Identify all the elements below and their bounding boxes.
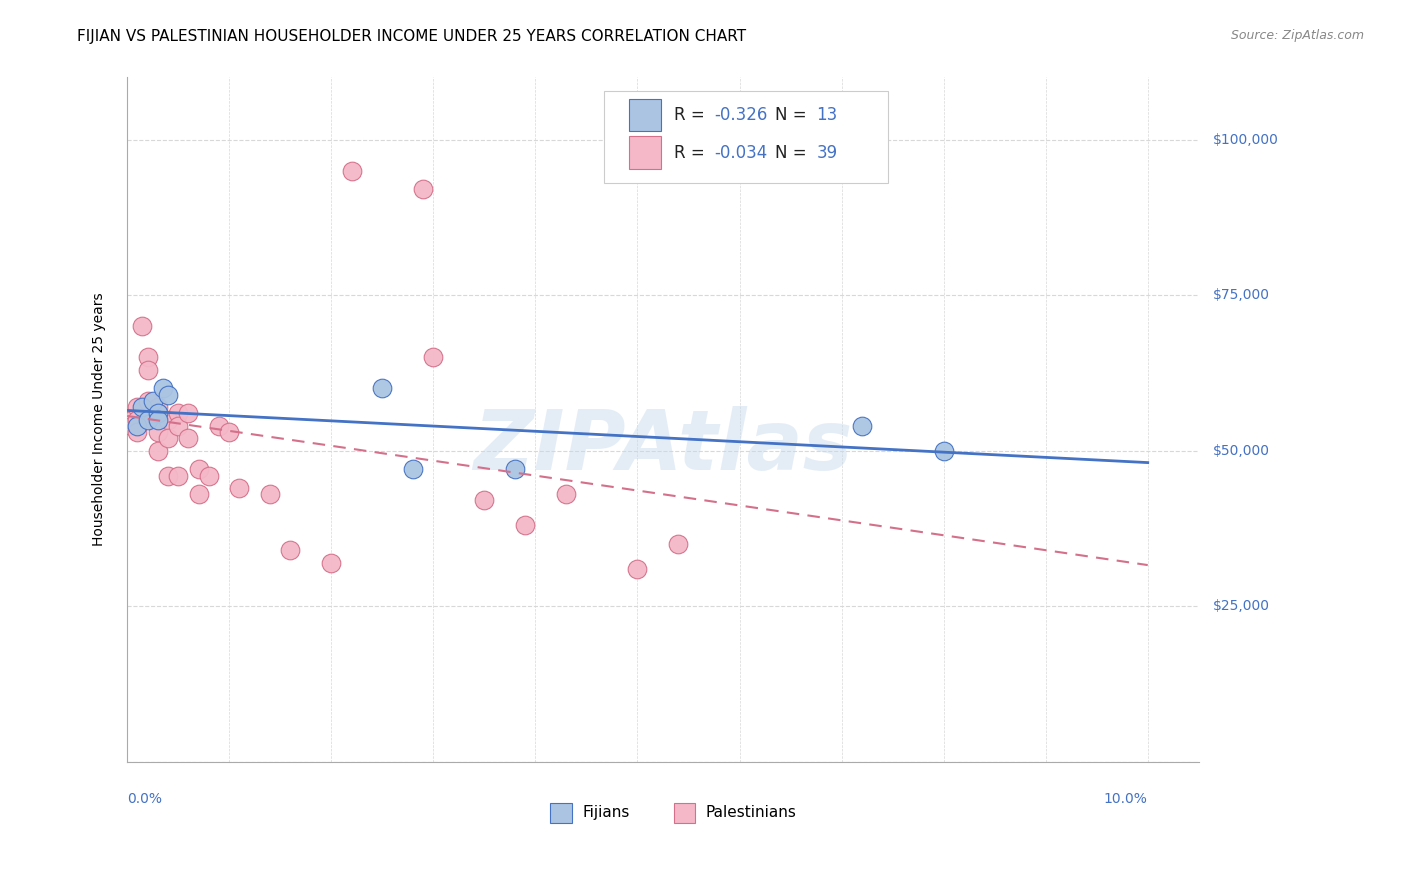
FancyBboxPatch shape [628,99,661,131]
Text: -0.326: -0.326 [714,106,768,124]
Point [851,418,873,433]
Point [218,425,240,439]
Point [146,443,169,458]
Point [167,468,190,483]
Point [152,381,174,395]
Point [146,425,169,439]
Text: R =: R = [673,144,710,161]
Point [503,462,526,476]
FancyBboxPatch shape [628,136,661,169]
FancyBboxPatch shape [673,803,695,823]
Point [156,431,179,445]
Point [321,556,343,570]
Point [136,412,159,426]
Point [626,562,648,576]
Text: $25,000: $25,000 [1212,599,1270,613]
Text: N =: N = [776,144,813,161]
Point [127,425,149,439]
Point [412,182,434,196]
Point [156,412,179,426]
Text: $100,000: $100,000 [1212,133,1278,146]
Point [131,319,153,334]
FancyBboxPatch shape [550,803,572,823]
Text: $75,000: $75,000 [1212,288,1270,302]
Point [555,487,578,501]
Text: 13: 13 [817,106,838,124]
Point [156,468,179,483]
Point [340,163,363,178]
Point [666,537,689,551]
Text: N =: N = [776,106,813,124]
Point [121,412,143,426]
Point [198,468,221,483]
Point [472,493,495,508]
Point [259,487,281,501]
Point [156,387,179,401]
Text: 10.0%: 10.0% [1104,792,1147,806]
Point [146,406,169,420]
Point [136,393,159,408]
Text: -0.034: -0.034 [714,144,768,161]
Point [127,400,149,414]
Point [146,400,169,414]
Point [177,406,200,420]
Point [131,400,153,414]
Point [146,406,169,420]
Y-axis label: Householder Income Under 25 years: Householder Income Under 25 years [93,293,107,547]
FancyBboxPatch shape [605,91,889,184]
Point [932,443,955,458]
Text: Source: ZipAtlas.com: Source: ZipAtlas.com [1230,29,1364,43]
Text: R =: R = [673,106,710,124]
Text: $50,000: $50,000 [1212,443,1270,458]
Point [228,481,250,495]
Point [515,518,537,533]
Point [280,543,302,558]
Point [371,381,394,395]
Point [187,487,209,501]
Text: ZIPAtlas: ZIPAtlas [474,407,852,487]
Point [142,412,165,426]
Point [167,406,190,420]
Point [136,363,159,377]
Point [121,418,143,433]
Text: Fijians: Fijians [582,805,630,821]
Point [127,412,149,426]
Point [167,418,190,433]
Text: 39: 39 [817,144,838,161]
Point [127,418,149,433]
Text: FIJIAN VS PALESTINIAN HOUSEHOLDER INCOME UNDER 25 YEARS CORRELATION CHART: FIJIAN VS PALESTINIAN HOUSEHOLDER INCOME… [77,29,747,45]
Point [402,462,425,476]
Point [136,351,159,365]
Point [142,393,165,408]
Point [208,418,231,433]
Text: Palestinians: Palestinians [706,805,797,821]
Point [146,412,169,426]
Point [177,431,200,445]
Point [187,462,209,476]
Point [422,351,444,365]
Text: 0.0%: 0.0% [127,792,162,806]
